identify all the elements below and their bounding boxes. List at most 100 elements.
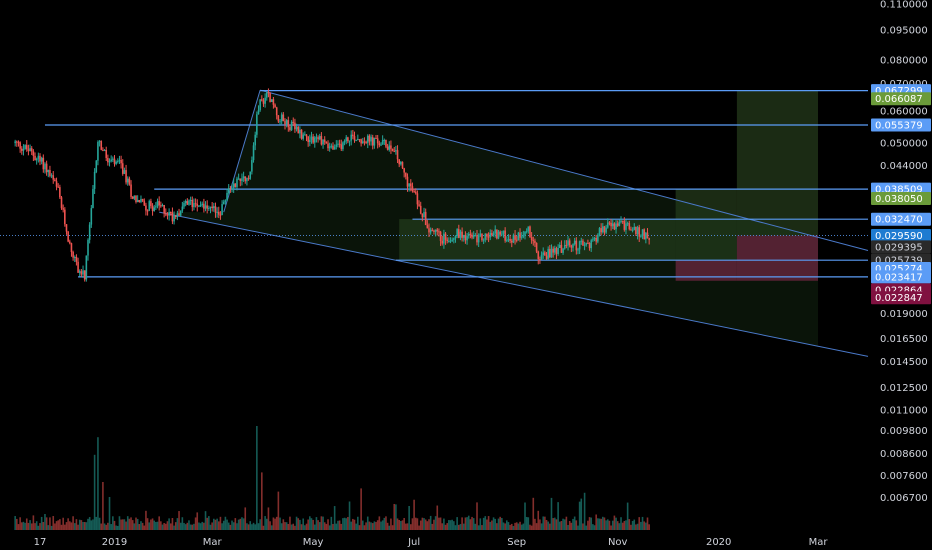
candle-body xyxy=(525,231,528,233)
volume-bar xyxy=(459,524,462,530)
candle-body xyxy=(611,223,614,227)
volume-bar xyxy=(325,523,328,530)
volume-bar xyxy=(418,525,420,530)
candle-body xyxy=(121,163,124,174)
volume-bar xyxy=(648,524,650,530)
candle-body xyxy=(171,212,174,222)
candle-body xyxy=(335,144,338,147)
candle-body xyxy=(456,229,458,236)
volume-bar xyxy=(222,520,225,530)
candle-body xyxy=(320,136,323,145)
volume-bar xyxy=(98,517,101,530)
volume-bar xyxy=(302,518,304,530)
volume-bar xyxy=(204,511,207,530)
candle-body xyxy=(363,141,366,143)
volume-bar xyxy=(409,524,412,530)
candle-body xyxy=(506,240,508,242)
candle-body xyxy=(107,157,109,163)
candle-body xyxy=(507,239,510,241)
candle-body xyxy=(120,160,122,164)
volume-bar xyxy=(477,525,480,530)
candle-body xyxy=(433,230,435,232)
volume-bar xyxy=(453,521,455,530)
candle-body xyxy=(385,140,387,147)
volume-bar xyxy=(335,523,338,530)
candle-body xyxy=(563,245,566,249)
candle-body xyxy=(209,206,212,209)
candle-body xyxy=(403,168,405,173)
volume-bar xyxy=(17,524,20,530)
candle-body xyxy=(469,233,472,235)
candle-body xyxy=(284,121,286,125)
candle-body xyxy=(628,223,631,230)
y-tick-label: 0.016500 xyxy=(880,334,928,345)
volume-bar xyxy=(501,518,503,530)
candle-body xyxy=(160,205,162,207)
volume-bar xyxy=(386,522,389,530)
candle-body xyxy=(289,127,291,130)
candle-body xyxy=(424,211,427,226)
price-tag-bg xyxy=(871,118,931,132)
candle-body xyxy=(304,134,306,136)
candle-body xyxy=(355,140,357,142)
candle-body xyxy=(35,158,38,161)
volume-bar xyxy=(297,518,300,530)
volume-bar xyxy=(103,523,106,530)
volume-bar xyxy=(280,523,283,530)
candle-body xyxy=(236,178,238,187)
volume-bar xyxy=(287,523,290,530)
volume-bar xyxy=(502,522,505,530)
candle-body xyxy=(350,134,352,141)
candle-body xyxy=(484,233,487,240)
volume-bar xyxy=(451,519,453,530)
candle-body xyxy=(630,229,632,231)
candle-body xyxy=(459,231,462,238)
volume-bar xyxy=(176,518,179,530)
candle-body xyxy=(608,222,611,224)
candle-body xyxy=(593,238,596,240)
candle-body xyxy=(405,172,407,177)
volume-bar xyxy=(406,523,409,530)
volume-bar xyxy=(467,515,470,530)
volume-bar xyxy=(169,523,172,530)
volume-bar xyxy=(403,517,405,530)
volume-bar xyxy=(580,498,583,530)
candle-body xyxy=(534,240,536,243)
channel-layer xyxy=(159,89,869,357)
candle-body xyxy=(145,205,147,211)
volume-bar xyxy=(22,521,25,530)
candle-body xyxy=(585,242,588,245)
candle-body xyxy=(557,247,559,254)
candle-body xyxy=(315,137,318,139)
candle-body xyxy=(595,238,597,242)
candle-body xyxy=(448,240,450,242)
candle-body xyxy=(347,137,349,142)
volume-bar xyxy=(221,523,223,530)
volume-bar xyxy=(587,520,589,530)
volume-bar xyxy=(247,524,250,530)
candle-body xyxy=(592,239,594,241)
y-tick-label: 0.012500 xyxy=(880,383,928,394)
volume-bar xyxy=(570,522,573,530)
volume-bar xyxy=(206,517,208,530)
candle-body xyxy=(251,160,253,172)
candle-body xyxy=(648,238,650,240)
volume-bar xyxy=(405,523,407,530)
candle-body xyxy=(626,223,629,225)
volume-bar xyxy=(186,522,189,530)
candle-body xyxy=(515,239,518,241)
volume-bar xyxy=(272,517,275,530)
candle-body xyxy=(530,237,533,241)
volume-bar xyxy=(646,517,649,530)
candle-body xyxy=(342,142,344,150)
candle-body xyxy=(583,244,586,246)
volume-bar xyxy=(365,522,367,530)
volume-bar xyxy=(504,523,506,530)
volume-bar xyxy=(100,523,103,530)
candle-body xyxy=(605,227,607,233)
candle-body xyxy=(49,170,51,176)
candle-body xyxy=(224,200,227,202)
volume-bar xyxy=(194,517,197,530)
candle-body xyxy=(381,140,384,145)
